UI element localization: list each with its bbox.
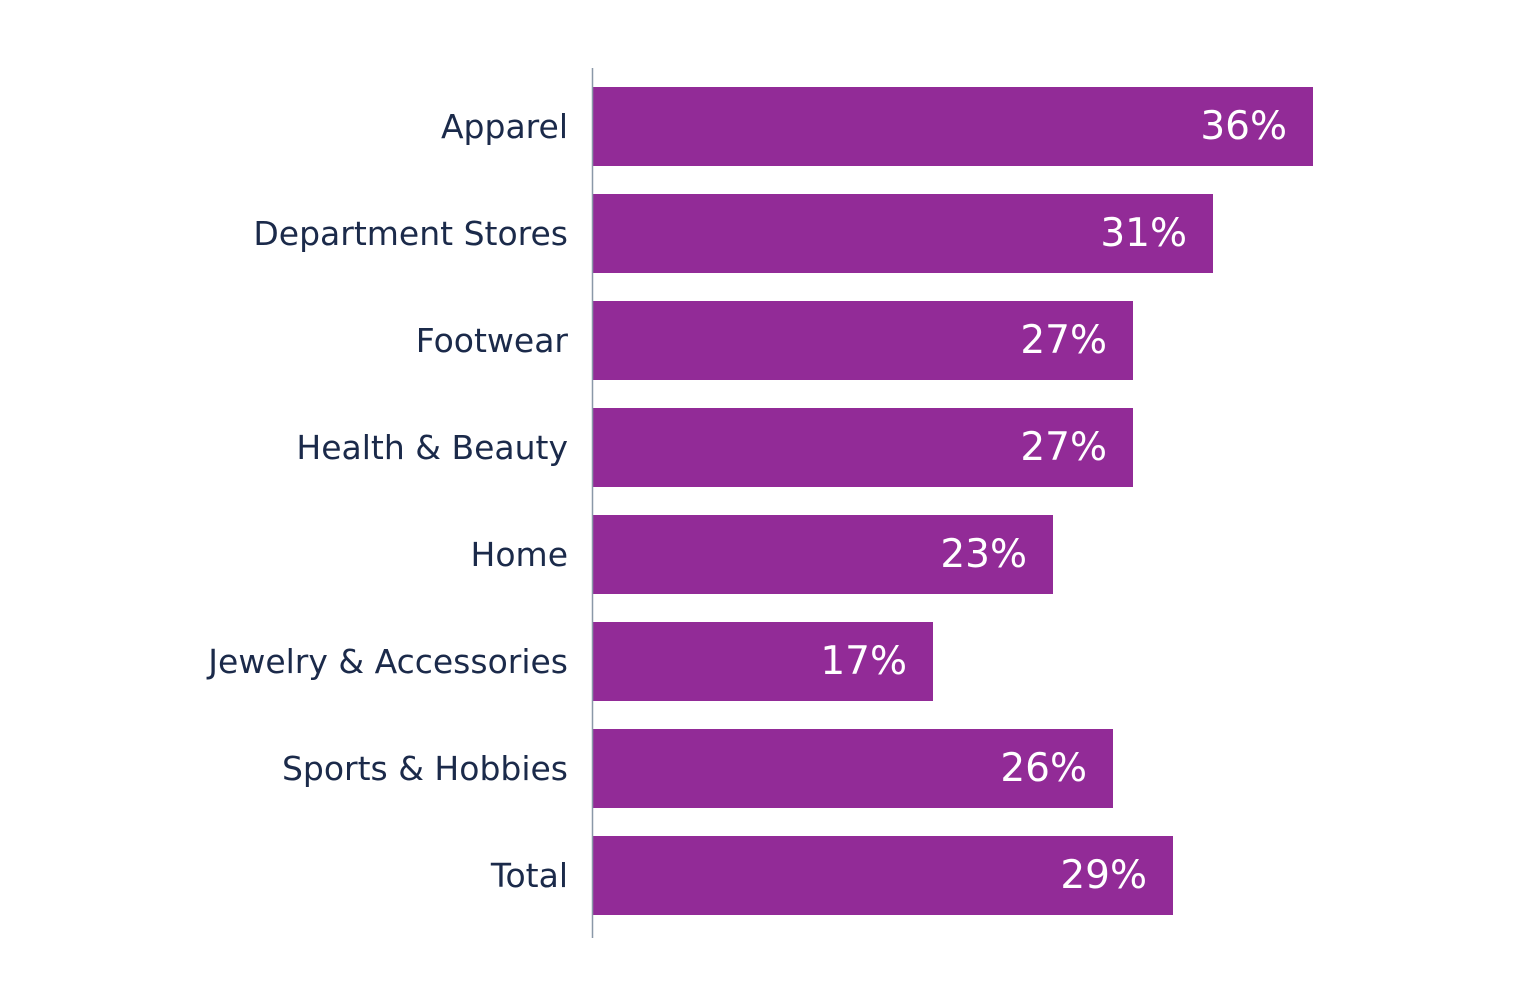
bar-2 (593, 301, 1133, 380)
category-label-1: Department Stores (253, 214, 568, 253)
bar-1 (593, 194, 1213, 273)
category-label-2: Footwear (416, 321, 569, 360)
bar-4 (593, 515, 1053, 594)
category-label-6: Sports & Hobbies (282, 749, 568, 788)
value-label-7: 29% (1060, 853, 1147, 898)
category-label-5: Jewelry & Accessories (206, 642, 568, 681)
bar-3 (593, 408, 1133, 487)
value-labels-group: 36% 31% 27% 27% 23% 17% 26% 29% (820, 104, 1287, 898)
category-labels-group: Apparel Department Stores Footwear Health &… (206, 107, 568, 895)
value-label-5: 17% (820, 639, 907, 684)
value-label-1: 31% (1100, 211, 1187, 256)
bar-5 (593, 622, 933, 701)
bars-group (593, 87, 1313, 915)
category-label-4: Home (471, 535, 568, 574)
bar-7 (593, 836, 1173, 915)
bar-0 (593, 87, 1313, 166)
value-label-3: 27% (1020, 425, 1107, 470)
value-label-4: 23% (940, 532, 1027, 577)
value-label-6: 26% (1000, 746, 1087, 791)
category-label-0: Apparel (441, 107, 568, 146)
bar-6 (593, 729, 1113, 808)
value-label-2: 27% (1020, 318, 1107, 363)
value-label-0: 36% (1200, 104, 1287, 149)
category-label-7: Total (490, 856, 568, 895)
category-label-3: Health & Beauty (296, 428, 568, 467)
